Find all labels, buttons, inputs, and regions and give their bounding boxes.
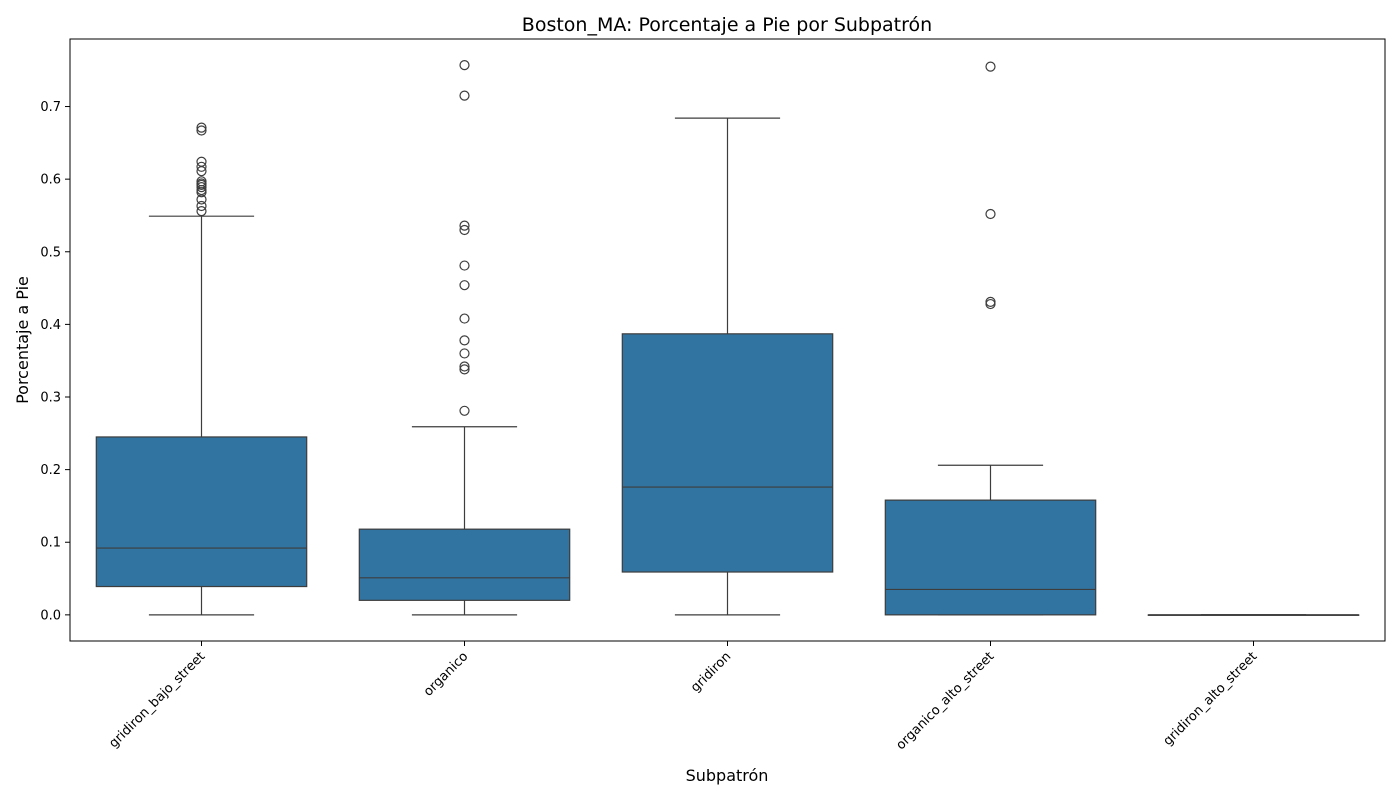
- box-gridiron_alto_street: [1147, 614, 1360, 616]
- box-gridiron_bajo_street: [95, 122, 308, 616]
- iqr-box: [95, 436, 308, 588]
- y-axis-title: Porcentaje a Pie: [13, 276, 32, 404]
- outlier-point: [459, 405, 470, 416]
- iqr-box: [621, 333, 834, 573]
- outlier-point: [985, 61, 996, 72]
- plot-area: [95, 60, 1360, 616]
- y-tick-label: 0.4: [40, 318, 61, 333]
- outlier-point: [459, 260, 470, 271]
- outlier-point: [196, 161, 207, 172]
- outlier-point: [985, 208, 996, 220]
- y-tick-label: 0.3: [40, 391, 61, 406]
- outlier-point: [459, 335, 470, 346]
- outlier-point: [459, 280, 470, 291]
- x-tick-label: organico_alto_street: [893, 649, 997, 753]
- outlier-point: [459, 60, 470, 71]
- y-tick-label: 0.2: [40, 463, 61, 478]
- chart-title: Boston_MA: Porcentaje a Pie por Subpatró…: [522, 14, 932, 36]
- outlier-point: [196, 122, 207, 133]
- x-tick-label: gridiron_bajo_street: [106, 649, 208, 751]
- y-tick-label: 0.1: [40, 536, 61, 551]
- outlier-point: [985, 296, 996, 307]
- x-tick-label: gridiron: [688, 649, 734, 695]
- iqr-box: [884, 499, 1097, 616]
- box-gridiron: [621, 117, 834, 616]
- outlier-point: [459, 364, 470, 375]
- y-axis: 0.0 0.1 0.2 0.3 0.4 0.5 0.6 0.7: [40, 100, 70, 623]
- outlier-point: [196, 176, 207, 187]
- outlier-point: [459, 348, 470, 359]
- iqr-box: [358, 528, 571, 601]
- outlier-point: [196, 125, 207, 136]
- y-tick-label: 0.5: [40, 245, 61, 260]
- box-organico_alto_street: [884, 61, 1097, 616]
- outlier-point: [196, 206, 207, 217]
- outlier-point: [459, 220, 470, 231]
- outlier-point: [459, 90, 470, 101]
- x-axis-title: Subpatrón: [686, 766, 769, 785]
- x-tick-label: gridiron_alto_street: [1161, 649, 1261, 749]
- y-tick-label: 0.7: [40, 100, 61, 115]
- outlier-point: [459, 224, 470, 236]
- x-axis: gridiron_bajo_street organico gridiron orga…: [106, 641, 1260, 753]
- outlier-point: [196, 156, 207, 167]
- outlier-point: [985, 298, 996, 310]
- y-tick-label: 0.6: [40, 173, 61, 188]
- box-organico: [358, 60, 571, 616]
- outlier-point: [459, 361, 470, 372]
- y-tick-label: 0.0: [40, 608, 61, 623]
- outlier-point: [196, 200, 207, 212]
- outlier-point: [459, 313, 470, 324]
- x-tick-label: organico: [421, 649, 471, 699]
